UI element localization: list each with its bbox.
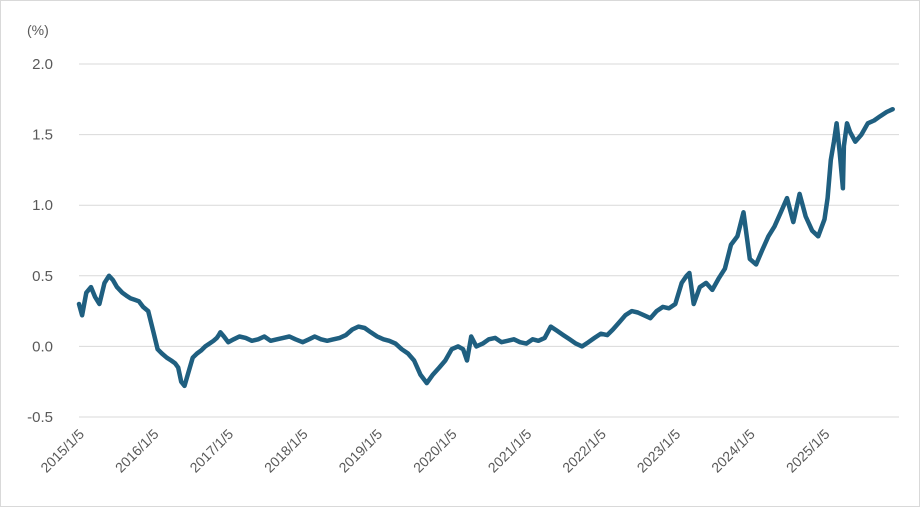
y-tick-label: 1.0 [32,197,53,214]
y-axis-tick-labels: 2.0 1.5 1.0 0.5 0.0 -0.5 [27,56,53,426]
x-axis-tick-labels: 2015/1/5 2016/1/5 2017/1/5 2018/1/5 2019/1/5… [37,426,833,476]
y-axis-unit-label: (%) [27,22,49,38]
x-tick-label: 2019/1/5 [335,426,385,476]
series-layer [76,106,895,389]
x-tick-label: 2017/1/5 [186,426,236,476]
x-tick-label: 2025/1/5 [783,426,833,476]
x-tick-label: 2016/1/5 [112,426,162,476]
x-tick-label: 2022/1/5 [559,426,609,476]
series-line [76,106,895,389]
y-tick-label: 0.0 [32,338,53,355]
x-tick-label: 2020/1/5 [410,426,460,476]
y-tick-label: 2.0 [32,56,53,73]
y-tick-label: 0.5 [32,268,53,285]
gridlines [79,63,899,418]
x-tick-label: 2018/1/5 [261,426,311,476]
x-tick-label: 2021/1/5 [485,426,535,476]
y-tick-label: 1.5 [32,127,53,144]
y-tick-label: -0.5 [27,409,53,426]
x-tick-label: 2024/1/5 [708,426,758,476]
x-tick-label: 2023/1/5 [634,426,684,476]
x-tick-label: 2015/1/5 [37,426,87,476]
